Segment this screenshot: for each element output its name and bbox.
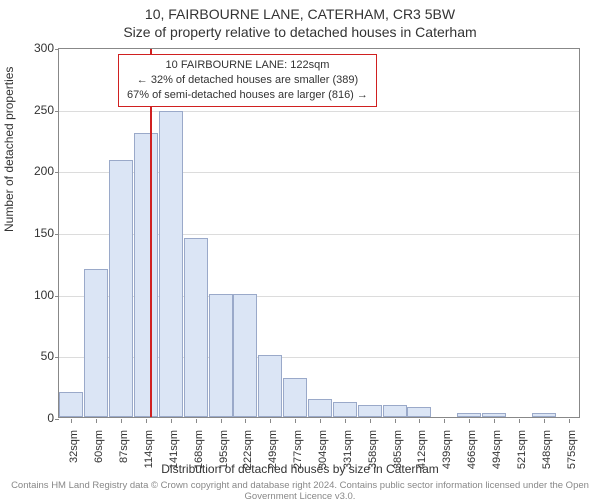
histogram-bar [184, 238, 208, 417]
xtick-label: 304sqm [317, 430, 329, 480]
xtick-mark [71, 419, 72, 423]
xtick-label: 141sqm [168, 430, 180, 480]
xtick-mark [569, 419, 570, 423]
xtick-mark [494, 419, 495, 423]
xtick-label: 32sqm [68, 430, 80, 480]
xtick-label: 439sqm [441, 430, 453, 480]
xtick-label: 575sqm [566, 430, 578, 480]
page-title-line1: 10, FAIRBOURNE LANE, CATERHAM, CR3 5BW [0, 6, 600, 22]
xtick-mark [519, 419, 520, 423]
histogram-bar [134, 133, 158, 417]
xtick-label: 466sqm [466, 430, 478, 480]
xtick-mark [221, 419, 222, 423]
xtick-mark [146, 419, 147, 423]
histogram-bar [532, 413, 556, 417]
annotation-line: 10 FAIRBOURNE LANE: 122sqm [127, 58, 368, 73]
annotation-line: ← 32% of detached houses are smaller (38… [127, 73, 368, 88]
xtick-mark [444, 419, 445, 423]
xtick-mark [245, 419, 246, 423]
xtick-label: 222sqm [242, 430, 254, 480]
footer-text: Contains HM Land Registry data © Crown c… [0, 480, 600, 500]
histogram-bar [383, 405, 407, 417]
histogram-bar [59, 392, 83, 417]
xtick-mark [345, 419, 346, 423]
xtick-label: 521sqm [516, 430, 528, 480]
histogram-bar [407, 407, 431, 417]
y-axis-label: Number of detached properties [2, 67, 16, 232]
gridline-h [59, 111, 579, 112]
ytick-label: 100 [14, 288, 54, 302]
xtick-mark [320, 419, 321, 423]
ytick-label: 250 [14, 103, 54, 117]
xtick-mark [196, 419, 197, 423]
histogram-bar [109, 160, 133, 417]
xtick-mark [121, 419, 122, 423]
histogram-bar [482, 413, 506, 417]
histogram-bar [283, 378, 307, 417]
xtick-mark [370, 419, 371, 423]
histogram-bar [308, 399, 332, 418]
xtick-label: 358sqm [367, 430, 379, 480]
ytick-label: 0 [14, 411, 54, 425]
xtick-label: 277sqm [292, 430, 304, 480]
xtick-mark [171, 419, 172, 423]
ytick-label: 150 [14, 226, 54, 240]
xtick-label: 249sqm [267, 430, 279, 480]
annotation-line: 67% of semi-detached houses are larger (… [127, 88, 368, 103]
ytick-mark [55, 234, 59, 235]
histogram-bar [233, 294, 257, 417]
histogram-bar [457, 413, 481, 417]
ytick-mark [55, 357, 59, 358]
ytick-mark [55, 49, 59, 50]
ytick-mark [55, 419, 59, 420]
xtick-label: 548sqm [541, 430, 553, 480]
ytick-label: 300 [14, 41, 54, 55]
xtick-label: 168sqm [193, 430, 205, 480]
ytick-mark [55, 172, 59, 173]
histogram-bar [84, 269, 108, 417]
xtick-label: 331sqm [342, 430, 354, 480]
annotation-box: 10 FAIRBOURNE LANE: 122sqm← 32% of detac… [118, 54, 377, 107]
page-title-line2: Size of property relative to detached ho… [0, 24, 600, 40]
ytick-mark [55, 296, 59, 297]
xtick-mark [270, 419, 271, 423]
xtick-mark [395, 419, 396, 423]
xtick-label: 87sqm [118, 430, 130, 480]
xtick-label: 60sqm [93, 430, 105, 480]
ytick-label: 200 [14, 164, 54, 178]
ytick-label: 50 [14, 349, 54, 363]
histogram-bar [333, 402, 357, 417]
xtick-mark [544, 419, 545, 423]
xtick-label: 494sqm [491, 430, 503, 480]
xtick-mark [419, 419, 420, 423]
xtick-label: 114sqm [143, 430, 155, 480]
histogram-bar [209, 294, 233, 417]
xtick-label: 195sqm [218, 430, 230, 480]
histogram-bar [159, 111, 183, 417]
ytick-mark [55, 111, 59, 112]
xtick-label: 412sqm [416, 430, 428, 480]
xtick-mark [295, 419, 296, 423]
histogram-bar [258, 355, 282, 417]
xtick-mark [96, 419, 97, 423]
xtick-label: 385sqm [392, 430, 404, 480]
xtick-mark [469, 419, 470, 423]
histogram-bar [358, 405, 382, 417]
